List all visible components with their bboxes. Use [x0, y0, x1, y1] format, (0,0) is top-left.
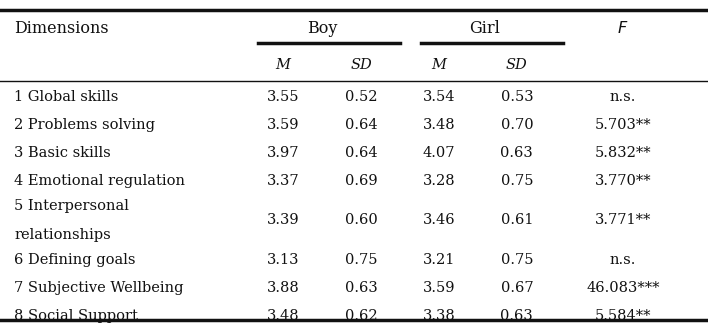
Text: 3.88: 3.88 — [267, 281, 299, 295]
Text: SD: SD — [350, 58, 372, 72]
Text: 0.63: 0.63 — [345, 281, 377, 295]
Text: 2 Problems solving: 2 Problems solving — [14, 117, 155, 132]
Text: 0.52: 0.52 — [345, 89, 377, 104]
Text: 0.63: 0.63 — [501, 146, 533, 160]
Text: 0.61: 0.61 — [501, 213, 533, 227]
Text: 3.38: 3.38 — [423, 309, 455, 323]
Text: 0.64: 0.64 — [345, 146, 377, 160]
Text: 0.69: 0.69 — [345, 174, 377, 188]
Text: 7 Subjective Wellbeing: 7 Subjective Wellbeing — [14, 281, 183, 295]
Text: 4 Emotional regulation: 4 Emotional regulation — [14, 174, 185, 188]
Text: 3.28: 3.28 — [423, 174, 455, 188]
Text: 3.46: 3.46 — [423, 213, 455, 227]
Text: 3.97: 3.97 — [267, 146, 299, 160]
Text: 1 Global skills: 1 Global skills — [14, 89, 118, 104]
Text: Dimensions: Dimensions — [14, 20, 109, 37]
Text: 3.59: 3.59 — [267, 117, 299, 132]
Text: 3.771**: 3.771** — [595, 213, 651, 227]
Text: 8 Social Support: 8 Social Support — [14, 309, 138, 323]
Text: 46.083***: 46.083*** — [586, 281, 660, 295]
Text: 3.48: 3.48 — [267, 309, 299, 323]
Text: SD: SD — [506, 58, 527, 72]
Text: 0.75: 0.75 — [345, 253, 377, 267]
Text: 3.59: 3.59 — [423, 281, 455, 295]
Text: 0.75: 0.75 — [501, 174, 533, 188]
Text: 5.832**: 5.832** — [595, 146, 651, 160]
Text: relationships: relationships — [14, 228, 111, 242]
Text: 5 Interpersonal: 5 Interpersonal — [14, 199, 129, 213]
Text: Girl: Girl — [469, 20, 501, 37]
Text: 0.64: 0.64 — [345, 117, 377, 132]
Text: 3.39: 3.39 — [267, 213, 299, 227]
Text: 0.70: 0.70 — [501, 117, 533, 132]
Text: 4.07: 4.07 — [423, 146, 455, 160]
Text: $F$: $F$ — [617, 20, 629, 37]
Text: Boy: Boy — [307, 20, 337, 37]
Text: 5.703**: 5.703** — [595, 117, 651, 132]
Text: 3.770**: 3.770** — [595, 174, 651, 188]
Text: 0.75: 0.75 — [501, 253, 533, 267]
Text: 3.48: 3.48 — [423, 117, 455, 132]
Text: 3.21: 3.21 — [423, 253, 455, 267]
Text: 0.62: 0.62 — [345, 309, 377, 323]
Text: 0.63: 0.63 — [501, 309, 533, 323]
Text: n.s.: n.s. — [610, 89, 636, 104]
Text: 3.54: 3.54 — [423, 89, 455, 104]
Text: 6 Defining goals: 6 Defining goals — [14, 253, 136, 267]
Text: n.s.: n.s. — [610, 253, 636, 267]
Text: 0.60: 0.60 — [345, 213, 377, 227]
Text: 0.67: 0.67 — [501, 281, 533, 295]
Text: 3 Basic skills: 3 Basic skills — [14, 146, 111, 160]
Text: 3.55: 3.55 — [267, 89, 299, 104]
Text: 5.584**: 5.584** — [595, 309, 651, 323]
Text: M: M — [275, 58, 291, 72]
Text: 0.53: 0.53 — [501, 89, 533, 104]
Text: 3.37: 3.37 — [267, 174, 299, 188]
Text: M: M — [431, 58, 447, 72]
Text: 3.13: 3.13 — [267, 253, 299, 267]
